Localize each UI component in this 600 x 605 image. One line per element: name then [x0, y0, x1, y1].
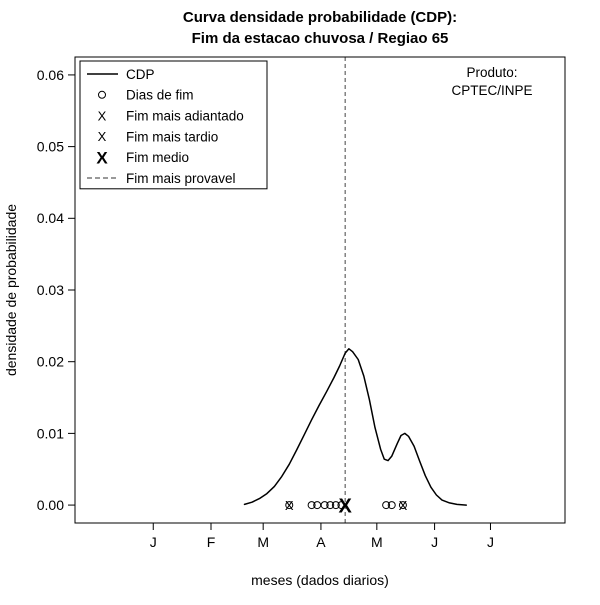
- legend-item-label: Fim mais tardio: [126, 129, 218, 144]
- x-tick-label: M: [257, 534, 269, 550]
- chart-title-line1: Curva densidade probabilidade (CDP):: [183, 9, 457, 26]
- legend-item-label: Fim mais adiantado: [126, 108, 244, 123]
- legend: CDP Dias de fim X Fim mais adiantado X Fim ma…: [79, 60, 268, 190]
- plot-area: 0.000.010.020.030.040.050.06J F M A M J JX XXCD…: [37, 56, 566, 550]
- y-tick-label: 0.05: [37, 139, 64, 155]
- y-tick-label: 0.00: [37, 497, 64, 513]
- y-tick-label: 0.03: [37, 282, 64, 298]
- x-tick-label: J: [487, 534, 494, 550]
- end-day-point: [337, 501, 346, 510]
- end-day-point: [398, 501, 407, 510]
- mean-end-marker: X: [338, 495, 352, 517]
- end-day-point: [382, 501, 391, 510]
- legend-item-label: Dias de fim: [126, 88, 194, 103]
- end-day-point: [387, 501, 396, 510]
- product-annotation-line2: CPTEC/INPE: [451, 83, 532, 98]
- end-day-point: [285, 501, 294, 510]
- x-tick-label: M: [371, 534, 383, 550]
- x-tick-label: J: [431, 534, 438, 550]
- end-day-point: [331, 501, 340, 510]
- y-tick-label: 0.04: [37, 210, 64, 226]
- x-axis-label: meses (dados diarios): [251, 572, 389, 588]
- legend-item-label: Fim mais provavel: [126, 171, 236, 186]
- legend-box: [79, 60, 268, 190]
- end-day-point: [307, 501, 316, 510]
- legend-bold-x-sample: X: [96, 148, 108, 167]
- y-tick-label: 0.01: [37, 425, 64, 441]
- earliest-end-marker: X: [285, 498, 294, 513]
- x-tick-label: A: [316, 534, 326, 550]
- y-axis-label: densidade de probabilidade: [3, 204, 19, 376]
- end-day-point: [326, 501, 335, 510]
- latest-end-marker: X: [399, 498, 408, 513]
- x-tick-label: F: [207, 534, 216, 550]
- legend-x-sample: X: [98, 108, 107, 123]
- y-tick-label: 0.06: [37, 67, 64, 83]
- legend-item-label: CDP: [126, 67, 155, 82]
- cdp-curve: [243, 348, 468, 506]
- chart-title-line2: Fim da estacao chuvosa / Regiao 65: [192, 30, 449, 47]
- legend-x-sample: X: [98, 129, 107, 144]
- product-annotation-line1: Produto:: [466, 65, 517, 80]
- y-tick-label: 0.02: [37, 354, 64, 370]
- legend-item-label: Fim medio: [126, 150, 189, 165]
- x-tick-label: J: [150, 534, 157, 550]
- end-day-point: [320, 501, 329, 510]
- legend-circle-sample: [98, 90, 106, 99]
